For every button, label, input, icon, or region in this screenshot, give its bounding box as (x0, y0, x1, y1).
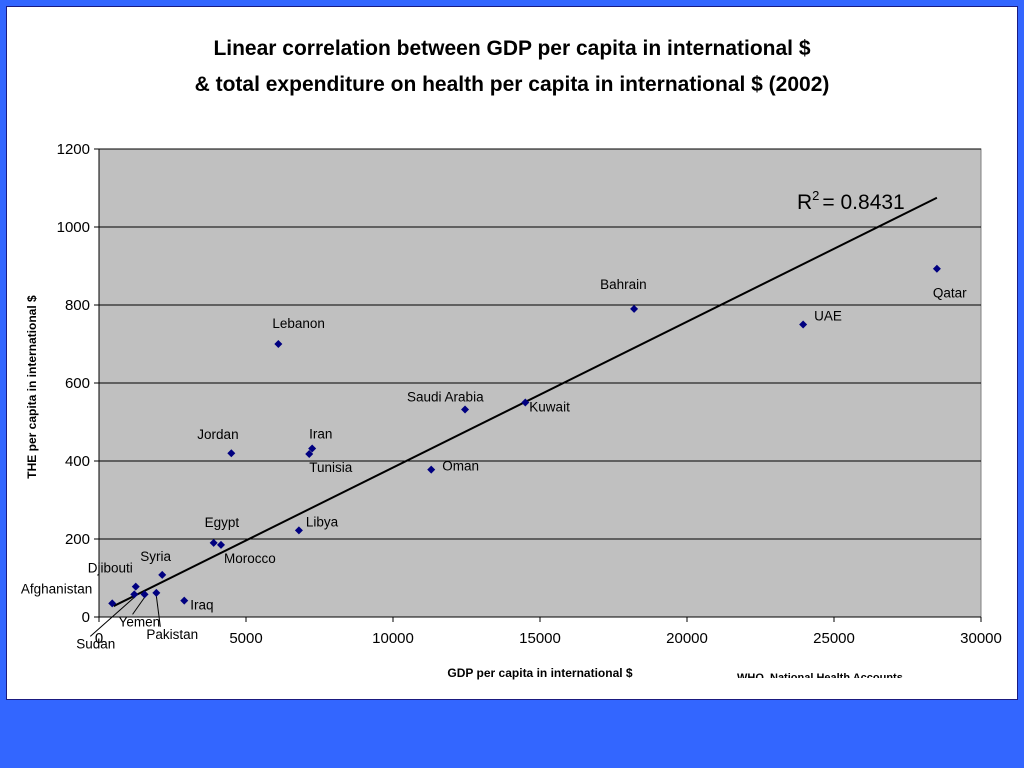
label-sudan: Sudan (76, 636, 115, 651)
source-note: WHO, National Health Accounts (737, 672, 903, 684)
label-pakistan: Pakistan (146, 627, 198, 642)
leader-sudan (89, 597, 135, 637)
point-morocco (217, 540, 226, 549)
point-iran (308, 444, 317, 453)
y-tick-label-3: 600 (65, 375, 90, 392)
gridlines (99, 148, 981, 540)
label-egypt: Egypt (205, 515, 240, 530)
x-tick-label-6: 30000 (960, 630, 1002, 647)
point-syria (158, 570, 167, 579)
y-tick-label-5: 1000 (57, 219, 90, 236)
point-lebanon (274, 340, 283, 348)
point-kuwait (521, 398, 530, 407)
y-tick-label-1: 200 (65, 531, 90, 548)
label-qatar: Qatar (933, 286, 967, 301)
point-saudi-arabia (461, 405, 470, 414)
label-saudi-arabia: Saudi Arabia (407, 390, 484, 405)
data-points (108, 264, 941, 608)
point-qatar (932, 264, 941, 273)
x-tick-label-4: 20000 (666, 630, 708, 647)
label-iraq: Iraq (190, 598, 213, 613)
label-lebanon: Lebanon (272, 316, 325, 331)
label-syria: Syria (140, 549, 171, 564)
point-iraq (180, 596, 189, 605)
label-uae: UAE (814, 309, 842, 324)
label-djibouti: Djibouti (88, 561, 133, 576)
leader-yemen (132, 597, 145, 615)
y-tick-label-4: 800 (65, 297, 90, 314)
point-libya (294, 526, 303, 535)
point-uae (799, 320, 808, 329)
tick-labels: 0 200 400 600 800 1000 1200 0 5000 10000 15000 2000… (57, 141, 1002, 647)
y-axis-label: THE per capita in international $ (25, 295, 39, 479)
point-tunisia (305, 449, 314, 458)
label-tunisia: Tunisia (309, 460, 353, 475)
y-tick-label-2: 400 (65, 453, 90, 470)
x-tick-label-1: 5000 (229, 630, 262, 647)
point-yemen (140, 590, 149, 599)
point-egypt (209, 538, 218, 547)
label-yemen: Yemen (119, 614, 161, 629)
axes (94, 148, 982, 622)
point-sudan (130, 590, 139, 599)
scatter-chart: Linear correlation between GDP per capit… (21, 37, 1002, 684)
label-libya: Libya (306, 514, 339, 529)
label-bahrain: Bahrain (600, 277, 647, 292)
r-squared-label: R2 = 0.8431 (797, 188, 905, 214)
x-tick-label-3: 15000 (519, 630, 561, 647)
label-leader-lines (89, 595, 161, 637)
point-oman (427, 465, 436, 474)
point-djibouti (131, 582, 140, 591)
chart-title-line-1: Linear correlation between GDP per capit… (213, 37, 810, 60)
label-morocco: Morocco (224, 551, 276, 566)
label-kuwait: Kuwait (529, 400, 570, 415)
y-tick-label-0: 0 (82, 609, 90, 626)
point-jordan (227, 449, 236, 458)
x-tick-label-0: 0 (95, 630, 103, 647)
label-iran: Iran (309, 427, 332, 442)
label-afghanistan: Afghanistan (21, 581, 92, 596)
y-tick-label-6: 1200 (57, 141, 90, 158)
chart-title-line-2: & total expenditure on health per capita… (195, 73, 830, 96)
chart-panel: Linear correlation between GDP per capit… (6, 6, 1018, 700)
label-jordan: Jordan (197, 427, 238, 442)
leader-pakistan (155, 595, 161, 627)
x-axis-label: GDP per capita in international $ (447, 666, 632, 680)
point-afghanistan (108, 599, 117, 608)
label-oman: Oman (442, 459, 479, 474)
x-tick-label-2: 10000 (372, 630, 414, 647)
x-tick-label-5: 25000 (813, 630, 855, 647)
point-bahrain (630, 304, 639, 313)
point-pakistan (152, 588, 161, 597)
